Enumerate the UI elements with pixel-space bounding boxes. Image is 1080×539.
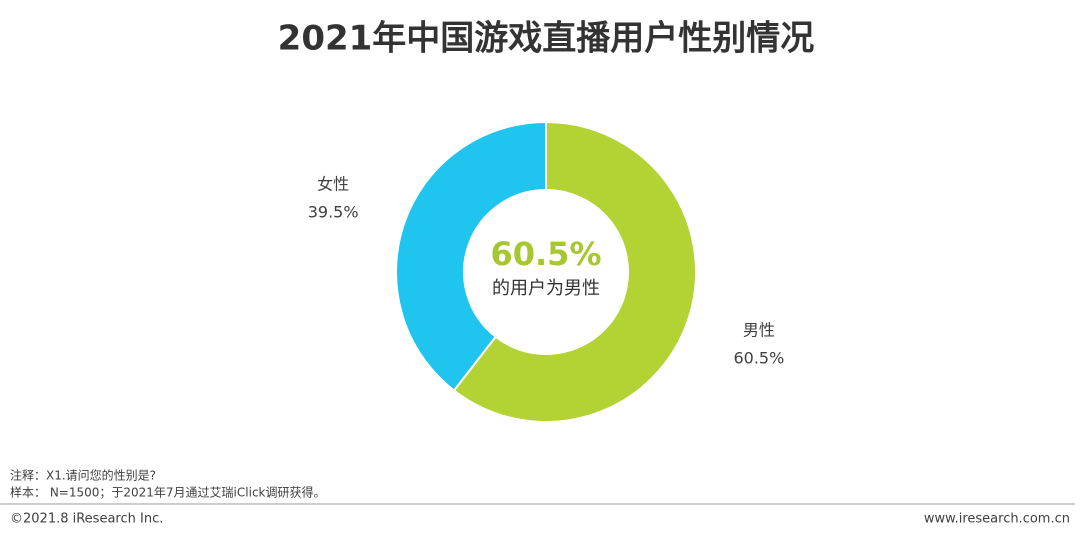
slice-label: 男性 bbox=[743, 320, 775, 339]
website: www.iresearch.com.cn bbox=[924, 512, 1070, 527]
note: 注释：X1.请问您的性别是? bbox=[10, 468, 156, 483]
value-label: 60.5% bbox=[733, 348, 784, 367]
donut-slice bbox=[452, 120, 697, 423]
center-value: 60.5% bbox=[490, 235, 601, 273]
note: 样本： N=1500；于2021年7月通过艾瑞iClick调研获得。 bbox=[10, 485, 326, 500]
slice-label: 女性 bbox=[317, 175, 349, 194]
donut-slice bbox=[395, 120, 547, 392]
value-label: 39.5% bbox=[308, 203, 359, 222]
center-caption: 的用户为男性 bbox=[492, 278, 600, 299]
chart-title: 2021年中国游戏直播用户性别情况 bbox=[278, 19, 815, 59]
copyright: ©2021.8 iResearch Inc. bbox=[10, 512, 163, 527]
